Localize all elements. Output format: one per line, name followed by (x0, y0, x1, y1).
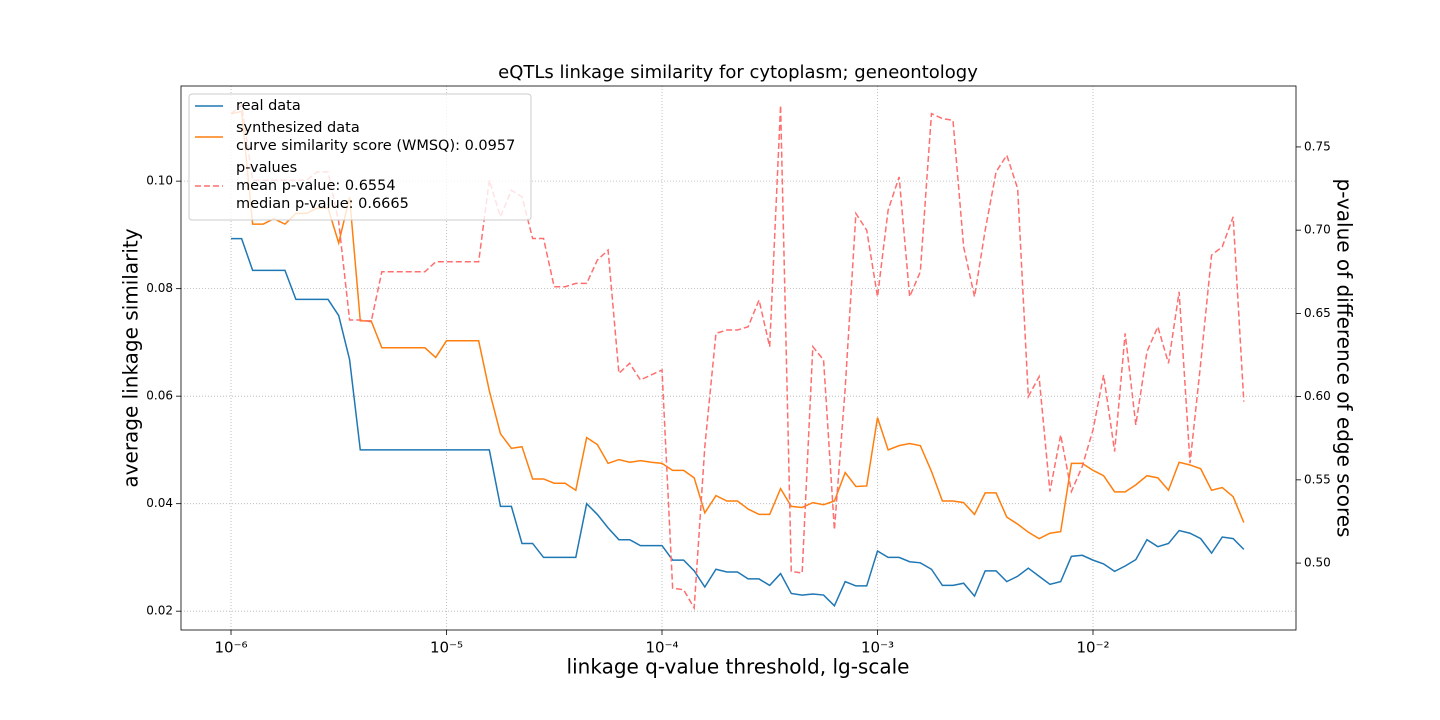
y2-tick-label: 0.50 (1304, 556, 1331, 570)
y2-tick-label: 0.55 (1304, 472, 1331, 486)
series-line (230, 110, 1245, 540)
x-axis-label: linkage q-value threshold, lg-scale (567, 655, 910, 679)
y2-tick-label: 0.65 (1304, 306, 1331, 320)
y-axis-label: average linkage similarity (119, 228, 143, 487)
legend-note: median p-value: 0.6665 (236, 196, 409, 212)
y-tick-label: 0.06 (146, 389, 173, 403)
y-tick-label: 0.08 (146, 281, 173, 295)
y-tick-label: 0.04 (146, 496, 173, 510)
y2-tick-label: 0.70 (1304, 223, 1331, 237)
legend-label: synthesized data (236, 120, 360, 136)
plot-frame (180, 85, 1297, 631)
legend-label: real data (236, 98, 301, 114)
x-tick-label: 10⁻² (1076, 639, 1109, 657)
y-tick-label: 0.10 (146, 174, 173, 188)
y2-axis-label: p-value of difference of edge scores (1333, 179, 1357, 538)
x-tick-label: 10⁻⁶ (215, 639, 248, 657)
y-tick-label: 0.02 (146, 604, 173, 618)
y2-tick-label: 0.75 (1304, 139, 1331, 153)
x-tick-label: 10⁻⁴ (645, 639, 678, 657)
y2-tick-label: 0.60 (1304, 389, 1331, 403)
series-line (230, 103, 1245, 611)
legend-note: mean p-value: 0.6554 (236, 178, 396, 194)
x-tick-label: 10⁻⁵ (430, 639, 463, 657)
x-tick-label: 10⁻³ (861, 639, 894, 657)
legend-label: p-values (236, 160, 297, 176)
legend-note: curve similarity score (WMSQ): 0.0957 (236, 138, 515, 154)
legend-box (188, 93, 532, 221)
series-line (231, 237, 1245, 608)
chart-title: eQTLs linkage similarity for cytoplasm; … (498, 62, 978, 83)
